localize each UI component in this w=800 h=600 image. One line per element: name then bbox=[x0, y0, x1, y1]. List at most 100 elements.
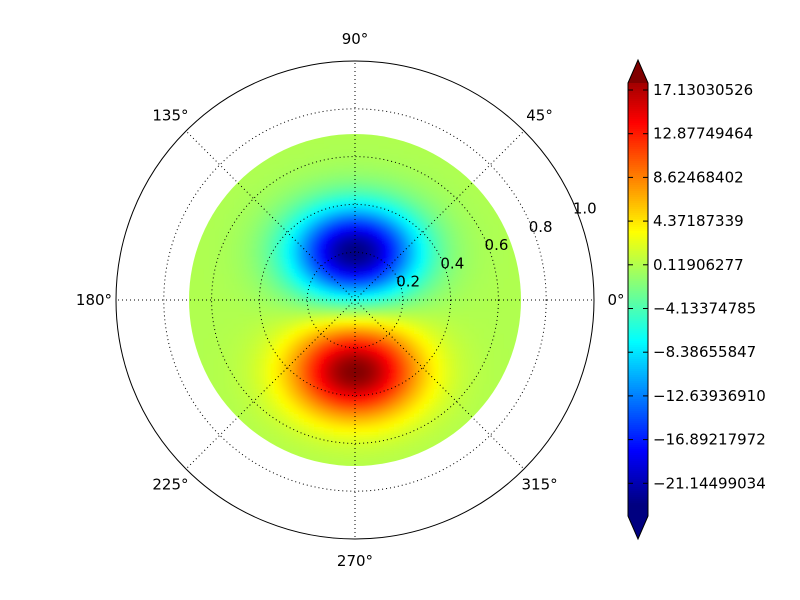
heatmap-cell bbox=[508, 318, 515, 325]
heatmap-cell bbox=[398, 283, 405, 290]
heatmap-cell bbox=[388, 393, 395, 400]
heatmap-cell bbox=[418, 443, 425, 450]
heatmap-cell bbox=[373, 438, 380, 445]
heatmap-cell bbox=[293, 418, 300, 425]
heatmap-cell bbox=[338, 228, 345, 235]
heatmap-cell bbox=[368, 333, 375, 340]
heatmap-cell bbox=[268, 248, 275, 255]
heatmap-cell bbox=[323, 393, 330, 400]
heatmap-cell bbox=[368, 348, 375, 355]
heatmap-cell bbox=[318, 423, 325, 430]
heatmap-cell bbox=[278, 378, 285, 385]
heatmap-cell bbox=[328, 398, 335, 405]
heatmap-cell bbox=[258, 278, 265, 285]
heatmap-cell bbox=[318, 243, 325, 250]
heatmap-cell bbox=[313, 208, 320, 215]
heatmap-cell bbox=[338, 373, 345, 380]
heatmap-cell bbox=[428, 198, 435, 205]
heatmap-cell bbox=[193, 303, 200, 310]
heatmap-cell bbox=[418, 333, 425, 340]
heatmap-cell bbox=[358, 153, 365, 160]
heatmap-cell bbox=[388, 378, 395, 385]
heatmap-cell bbox=[313, 398, 320, 405]
heatmap-cell bbox=[383, 143, 390, 150]
heatmap-cell bbox=[473, 388, 480, 395]
heatmap-cell bbox=[293, 398, 300, 405]
heatmap-cell bbox=[398, 298, 405, 305]
heatmap-cell bbox=[363, 273, 370, 280]
heatmap-cell bbox=[383, 353, 390, 360]
heatmap-cell bbox=[423, 248, 430, 255]
heatmap-cell bbox=[373, 388, 380, 395]
heatmap-cell bbox=[388, 203, 395, 210]
heatmap-cell bbox=[243, 338, 250, 345]
heatmap-cell bbox=[368, 188, 375, 195]
heatmap-cell bbox=[478, 238, 485, 245]
heatmap-cell bbox=[338, 368, 345, 375]
heatmap-cell bbox=[253, 353, 260, 360]
heatmap-cell bbox=[488, 373, 495, 380]
heatmap-cell bbox=[268, 418, 275, 425]
heatmap-cell bbox=[293, 178, 300, 185]
heatmap-cell bbox=[388, 183, 395, 190]
heatmap-cell bbox=[328, 393, 335, 400]
heatmap-cell bbox=[273, 438, 280, 445]
heatmap-cell bbox=[378, 233, 385, 240]
heatmap-cell bbox=[388, 218, 395, 225]
heatmap-cell bbox=[463, 208, 470, 215]
heatmap-cell bbox=[333, 323, 340, 330]
heatmap-cell bbox=[223, 313, 230, 320]
heatmap-cell bbox=[388, 428, 395, 435]
heatmap-cell bbox=[198, 293, 205, 300]
heatmap-cell bbox=[203, 358, 210, 365]
heatmap-cell bbox=[318, 268, 325, 275]
heatmap-cell bbox=[453, 233, 460, 240]
heatmap-cell bbox=[293, 283, 300, 290]
heatmap-cell bbox=[213, 353, 220, 360]
heatmap-cell bbox=[233, 363, 240, 370]
heatmap-cell bbox=[518, 293, 521, 300]
heatmap-cell bbox=[358, 403, 365, 410]
heatmap-cell bbox=[208, 248, 215, 255]
heatmap-cell bbox=[273, 163, 280, 170]
heatmap-cell bbox=[353, 378, 360, 385]
heatmap-cell bbox=[323, 263, 330, 270]
heatmap-cell bbox=[278, 188, 285, 195]
heatmap-cell bbox=[498, 363, 505, 370]
heatmap-cell bbox=[298, 353, 305, 360]
heatmap-cell bbox=[248, 198, 255, 205]
heatmap-cell bbox=[448, 368, 455, 375]
heatmap-cell bbox=[333, 228, 340, 235]
heatmap-cell bbox=[418, 428, 425, 435]
heatmap-cell bbox=[428, 213, 435, 220]
heatmap-cell bbox=[338, 188, 345, 195]
heatmap-cell bbox=[408, 318, 415, 325]
heatmap-cell bbox=[283, 173, 290, 180]
heatmap-cell bbox=[303, 283, 310, 290]
heatmap-cell bbox=[443, 358, 450, 365]
heatmap-cell bbox=[398, 163, 405, 170]
heatmap-cell bbox=[453, 198, 460, 205]
heatmap-cell bbox=[378, 258, 385, 265]
heatmap-cell bbox=[268, 238, 275, 245]
heatmap-cell bbox=[448, 243, 455, 250]
heatmap-cell bbox=[333, 413, 340, 420]
heatmap-cell bbox=[373, 198, 380, 205]
heatmap-cell bbox=[278, 163, 285, 170]
heatmap-cell bbox=[368, 153, 375, 160]
heatmap-cell bbox=[283, 203, 290, 210]
heatmap-cell bbox=[333, 408, 340, 415]
heatmap-cell bbox=[403, 383, 410, 390]
heatmap-cell bbox=[333, 188, 340, 195]
heatmap-cell bbox=[298, 168, 305, 175]
heatmap-cell bbox=[498, 248, 505, 255]
heatmap-cell bbox=[278, 288, 285, 295]
heatmap-cell bbox=[228, 228, 235, 235]
heatmap-cell bbox=[283, 298, 290, 305]
heatmap-cell bbox=[288, 223, 295, 230]
heatmap-cell bbox=[213, 273, 220, 280]
heatmap-cell bbox=[308, 248, 315, 255]
heatmap-cell bbox=[328, 223, 335, 230]
heatmap-cell bbox=[248, 288, 255, 295]
heatmap-cell bbox=[458, 203, 465, 210]
